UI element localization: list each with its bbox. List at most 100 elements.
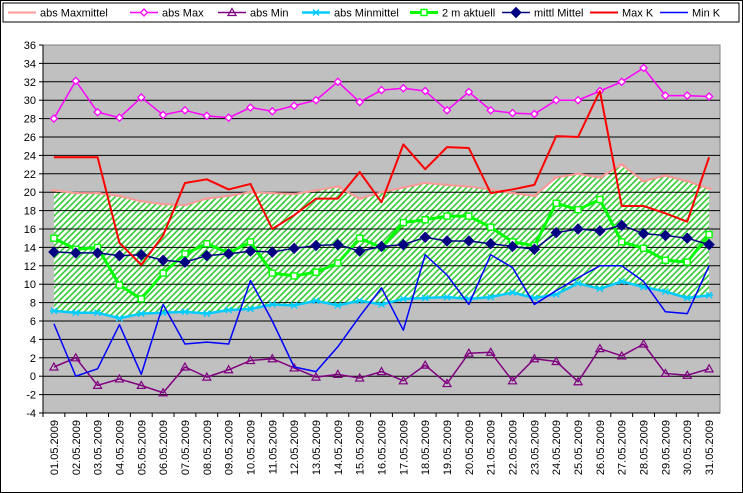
data-point [266,246,279,258]
data-point [506,240,519,253]
x-tick-label: 31.05.2009 [704,420,716,475]
x-tick-label: 24.05.2009 [551,420,563,475]
data-point [50,234,58,242]
legend-label: Min K [692,8,721,20]
legend-item-max-k: Max K [590,8,654,20]
data-point [465,212,473,220]
y-tick-label: 28 [24,114,36,126]
series-layer [48,63,715,397]
x-tick-label: 23.05.2009 [529,420,541,475]
data-point [333,77,343,87]
y-tick-label: 30 [24,95,36,107]
y-tick-label: 34 [24,58,36,70]
x-tick-label: 13.05.2009 [311,420,323,475]
data-point [616,350,627,360]
legend-label: Max K [622,8,654,20]
x-tick-label: 06.05.2009 [158,420,170,475]
data-point [49,114,59,124]
data-point [596,195,604,204]
data-point [463,235,475,247]
data-point [376,366,387,376]
data-point [115,113,124,123]
x-tick-label: 03.05.2009 [93,420,105,475]
data-point [574,279,583,287]
x-tick-label: 20.05.2009 [464,420,476,475]
data-point [682,91,692,101]
data-point [311,297,320,305]
data-point [639,244,648,253]
data-point [223,364,234,374]
y-tick-label: -4 [26,408,36,420]
y-tick-label: 26 [24,132,36,144]
data-point [224,113,234,123]
data-point [441,235,453,247]
data-point [244,245,257,257]
data-point [289,101,299,111]
data-point [115,314,124,322]
data-point [659,229,672,242]
data-point [181,250,189,258]
x-tick-label: 12.05.2009 [289,420,301,475]
data-point [290,301,299,309]
x-tick-label: 07.05.2009 [180,420,192,475]
x-tick-label: 14.05.2009 [333,420,345,475]
data-point [637,227,650,240]
legend-label: abs Minmittel [334,8,399,20]
series-mittl-mittel [48,219,715,268]
data-point [332,369,343,378]
data-point [397,238,410,251]
x-tick-label: 25.05.2009 [573,420,585,475]
data-point [661,256,670,264]
data-point [201,371,212,381]
data-point [70,247,82,259]
data-point [443,293,452,301]
x-tick-label: 29.05.2009 [660,420,672,475]
data-point [137,310,146,318]
data-point [159,269,167,277]
data-point [528,243,541,255]
data-point [594,225,606,237]
data-point [595,285,604,293]
axes: -4-202468101214161820222426283032343601.… [24,40,720,475]
x-tick-label: 18.05.2009 [420,420,432,475]
data-point [91,247,104,259]
data-point [246,238,255,246]
data-point [355,97,365,107]
data-point [638,338,649,348]
legend-label: abs Maxmittel [40,8,108,20]
legend-box [2,2,740,23]
series-max-k [53,90,711,266]
data-point [311,95,321,105]
data-point [202,310,211,318]
data-point [245,355,256,365]
legend-item-mittl-mittel: mittl Mittel [502,6,584,20]
data-point [443,212,451,220]
data-point [93,107,103,117]
x-tick-label: 17.05.2009 [398,420,410,475]
data-point [398,375,409,385]
data-point [573,95,583,105]
data-point [136,380,147,389]
x-tick-label: 05.05.2009 [136,420,148,475]
x-tick-label: 30.05.2009 [682,420,694,475]
data-point [574,205,582,214]
y-tick-label: 32 [24,77,36,89]
data-point [399,295,408,303]
data-point [224,306,233,314]
data-point [683,294,692,302]
y-tick-label: 0 [30,371,36,383]
data-point [661,288,670,296]
x-tick-label: 27.05.2009 [617,420,629,475]
data-point [135,249,147,261]
data-point [310,239,322,252]
data-point [267,106,277,116]
series-line [53,254,710,377]
legend-label: abs Min [250,8,289,20]
x-tick-label: 22.05.2009 [508,420,520,475]
data-point [704,363,715,373]
data-point [508,108,517,118]
data-point [573,376,584,386]
data-point [529,353,540,363]
data-point [115,281,124,289]
data-point [353,245,366,257]
